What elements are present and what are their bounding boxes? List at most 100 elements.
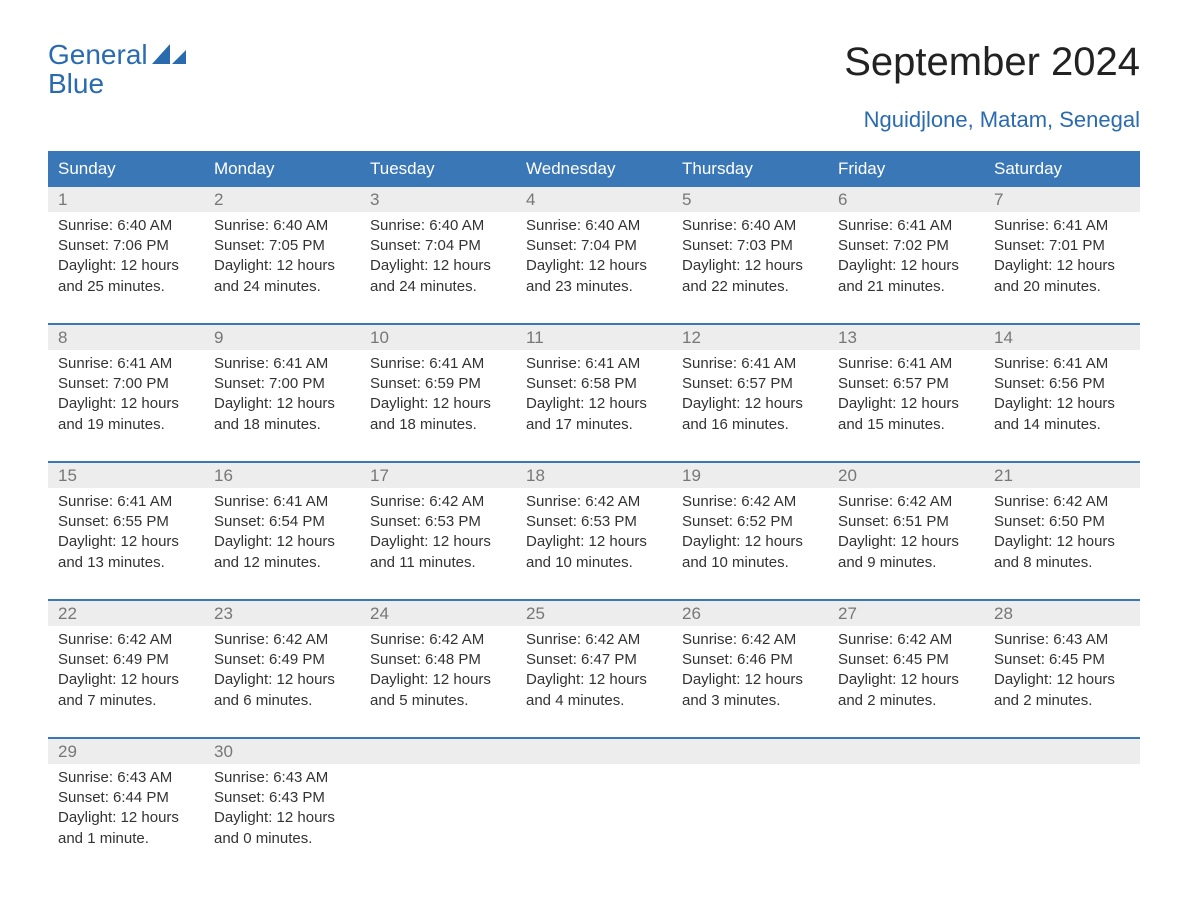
day-d1: Daylight: 12 hours — [58, 532, 194, 552]
day-sunrise: Sunrise: 6:43 AM — [994, 630, 1130, 650]
day-sunset: Sunset: 6:52 PM — [682, 512, 818, 532]
day-body: Sunrise: 6:40 AMSunset: 7:03 PMDaylight:… — [672, 212, 828, 297]
day-d2: and 24 minutes. — [214, 277, 350, 297]
day-body: Sunrise: 6:41 AMSunset: 6:59 PMDaylight:… — [360, 350, 516, 435]
day-number: 3 — [360, 187, 516, 212]
calendar-cell: 10Sunrise: 6:41 AMSunset: 6:59 PMDayligh… — [360, 325, 516, 435]
day-d1: Daylight: 12 hours — [994, 256, 1130, 276]
day-sunset: Sunset: 7:04 PM — [526, 236, 662, 256]
day-body: Sunrise: 6:42 AMSunset: 6:45 PMDaylight:… — [828, 626, 984, 711]
day-number-empty — [828, 739, 984, 764]
calendar-cell: 16Sunrise: 6:41 AMSunset: 6:54 PMDayligh… — [204, 463, 360, 573]
day-number: 15 — [48, 463, 204, 488]
day-number: 8 — [48, 325, 204, 350]
day-number: 23 — [204, 601, 360, 626]
flag-icon — [152, 40, 186, 69]
day-d1: Daylight: 12 hours — [370, 256, 506, 276]
weekday-header: Tuesday — [360, 151, 516, 187]
day-sunrise: Sunrise: 6:41 AM — [58, 492, 194, 512]
day-sunset: Sunset: 7:04 PM — [370, 236, 506, 256]
day-d2: and 11 minutes. — [370, 553, 506, 573]
day-d2: and 20 minutes. — [994, 277, 1130, 297]
day-sunrise: Sunrise: 6:42 AM — [682, 630, 818, 650]
day-sunset: Sunset: 7:06 PM — [58, 236, 194, 256]
day-body: Sunrise: 6:42 AMSunset: 6:52 PMDaylight:… — [672, 488, 828, 573]
day-number: 2 — [204, 187, 360, 212]
day-d1: Daylight: 12 hours — [214, 808, 350, 828]
day-d1: Daylight: 12 hours — [682, 670, 818, 690]
day-body: Sunrise: 6:40 AMSunset: 7:04 PMDaylight:… — [360, 212, 516, 297]
calendar-cell: 4Sunrise: 6:40 AMSunset: 7:04 PMDaylight… — [516, 187, 672, 297]
day-sunrise: Sunrise: 6:41 AM — [526, 354, 662, 374]
weekday-header: Monday — [204, 151, 360, 187]
day-sunrise: Sunrise: 6:41 AM — [994, 216, 1130, 236]
day-d1: Daylight: 12 hours — [526, 532, 662, 552]
day-sunset: Sunset: 6:57 PM — [682, 374, 818, 394]
location-subtitle: Nguidjlone, Matam, Senegal — [48, 107, 1140, 133]
header-row: General Blue September 2024 — [48, 40, 1140, 99]
day-d2: and 14 minutes. — [994, 415, 1130, 435]
calendar-cell — [516, 739, 672, 849]
calendar-cell: 27Sunrise: 6:42 AMSunset: 6:45 PMDayligh… — [828, 601, 984, 711]
weekday-header: Wednesday — [516, 151, 672, 187]
day-body: Sunrise: 6:42 AMSunset: 6:49 PMDaylight:… — [204, 626, 360, 711]
day-sunset: Sunset: 6:46 PM — [682, 650, 818, 670]
day-d1: Daylight: 12 hours — [526, 256, 662, 276]
page-title: September 2024 — [844, 40, 1140, 85]
day-d1: Daylight: 12 hours — [370, 532, 506, 552]
day-sunrise: Sunrise: 6:42 AM — [682, 492, 818, 512]
day-sunrise: Sunrise: 6:42 AM — [838, 630, 974, 650]
calendar-cell: 30Sunrise: 6:43 AMSunset: 6:43 PMDayligh… — [204, 739, 360, 849]
calendar-cell: 8Sunrise: 6:41 AMSunset: 7:00 PMDaylight… — [48, 325, 204, 435]
day-body: Sunrise: 6:42 AMSunset: 6:46 PMDaylight:… — [672, 626, 828, 711]
calendar-cell: 24Sunrise: 6:42 AMSunset: 6:48 PMDayligh… — [360, 601, 516, 711]
day-d1: Daylight: 12 hours — [838, 532, 974, 552]
day-d2: and 3 minutes. — [682, 691, 818, 711]
calendar-cell — [672, 739, 828, 849]
day-sunset: Sunset: 7:00 PM — [214, 374, 350, 394]
day-sunrise: Sunrise: 6:40 AM — [370, 216, 506, 236]
calendar-cell: 25Sunrise: 6:42 AMSunset: 6:47 PMDayligh… — [516, 601, 672, 711]
day-sunrise: Sunrise: 6:42 AM — [370, 630, 506, 650]
day-sunrise: Sunrise: 6:40 AM — [58, 216, 194, 236]
day-d2: and 18 minutes. — [370, 415, 506, 435]
day-number: 29 — [48, 739, 204, 764]
day-sunrise: Sunrise: 6:41 AM — [58, 354, 194, 374]
day-number: 22 — [48, 601, 204, 626]
day-d1: Daylight: 12 hours — [526, 394, 662, 414]
day-body: Sunrise: 6:42 AMSunset: 6:53 PMDaylight:… — [516, 488, 672, 573]
day-sunrise: Sunrise: 6:40 AM — [682, 216, 818, 236]
calendar-cell: 22Sunrise: 6:42 AMSunset: 6:49 PMDayligh… — [48, 601, 204, 711]
day-number: 26 — [672, 601, 828, 626]
day-sunrise: Sunrise: 6:42 AM — [526, 492, 662, 512]
day-body: Sunrise: 6:42 AMSunset: 6:48 PMDaylight:… — [360, 626, 516, 711]
day-d2: and 0 minutes. — [214, 829, 350, 849]
day-d1: Daylight: 12 hours — [58, 670, 194, 690]
day-d1: Daylight: 12 hours — [838, 394, 974, 414]
day-sunrise: Sunrise: 6:43 AM — [214, 768, 350, 788]
day-number: 19 — [672, 463, 828, 488]
day-number: 4 — [516, 187, 672, 212]
day-number: 30 — [204, 739, 360, 764]
calendar-cell — [360, 739, 516, 849]
day-d2: and 7 minutes. — [58, 691, 194, 711]
day-number-empty — [984, 739, 1140, 764]
brand-line2: Blue — [48, 69, 186, 98]
day-d2: and 21 minutes. — [838, 277, 974, 297]
day-d2: and 8 minutes. — [994, 553, 1130, 573]
day-d1: Daylight: 12 hours — [682, 256, 818, 276]
day-d1: Daylight: 12 hours — [214, 670, 350, 690]
day-sunset: Sunset: 6:44 PM — [58, 788, 194, 808]
day-sunset: Sunset: 6:51 PM — [838, 512, 974, 532]
day-sunrise: Sunrise: 6:40 AM — [526, 216, 662, 236]
day-number: 14 — [984, 325, 1140, 350]
brand-line1: General — [48, 40, 148, 69]
day-number: 27 — [828, 601, 984, 626]
day-body: Sunrise: 6:40 AMSunset: 7:04 PMDaylight:… — [516, 212, 672, 297]
day-number: 24 — [360, 601, 516, 626]
day-sunrise: Sunrise: 6:41 AM — [838, 216, 974, 236]
day-d2: and 4 minutes. — [526, 691, 662, 711]
day-number: 5 — [672, 187, 828, 212]
day-body: Sunrise: 6:41 AMSunset: 6:58 PMDaylight:… — [516, 350, 672, 435]
day-sunrise: Sunrise: 6:41 AM — [682, 354, 818, 374]
